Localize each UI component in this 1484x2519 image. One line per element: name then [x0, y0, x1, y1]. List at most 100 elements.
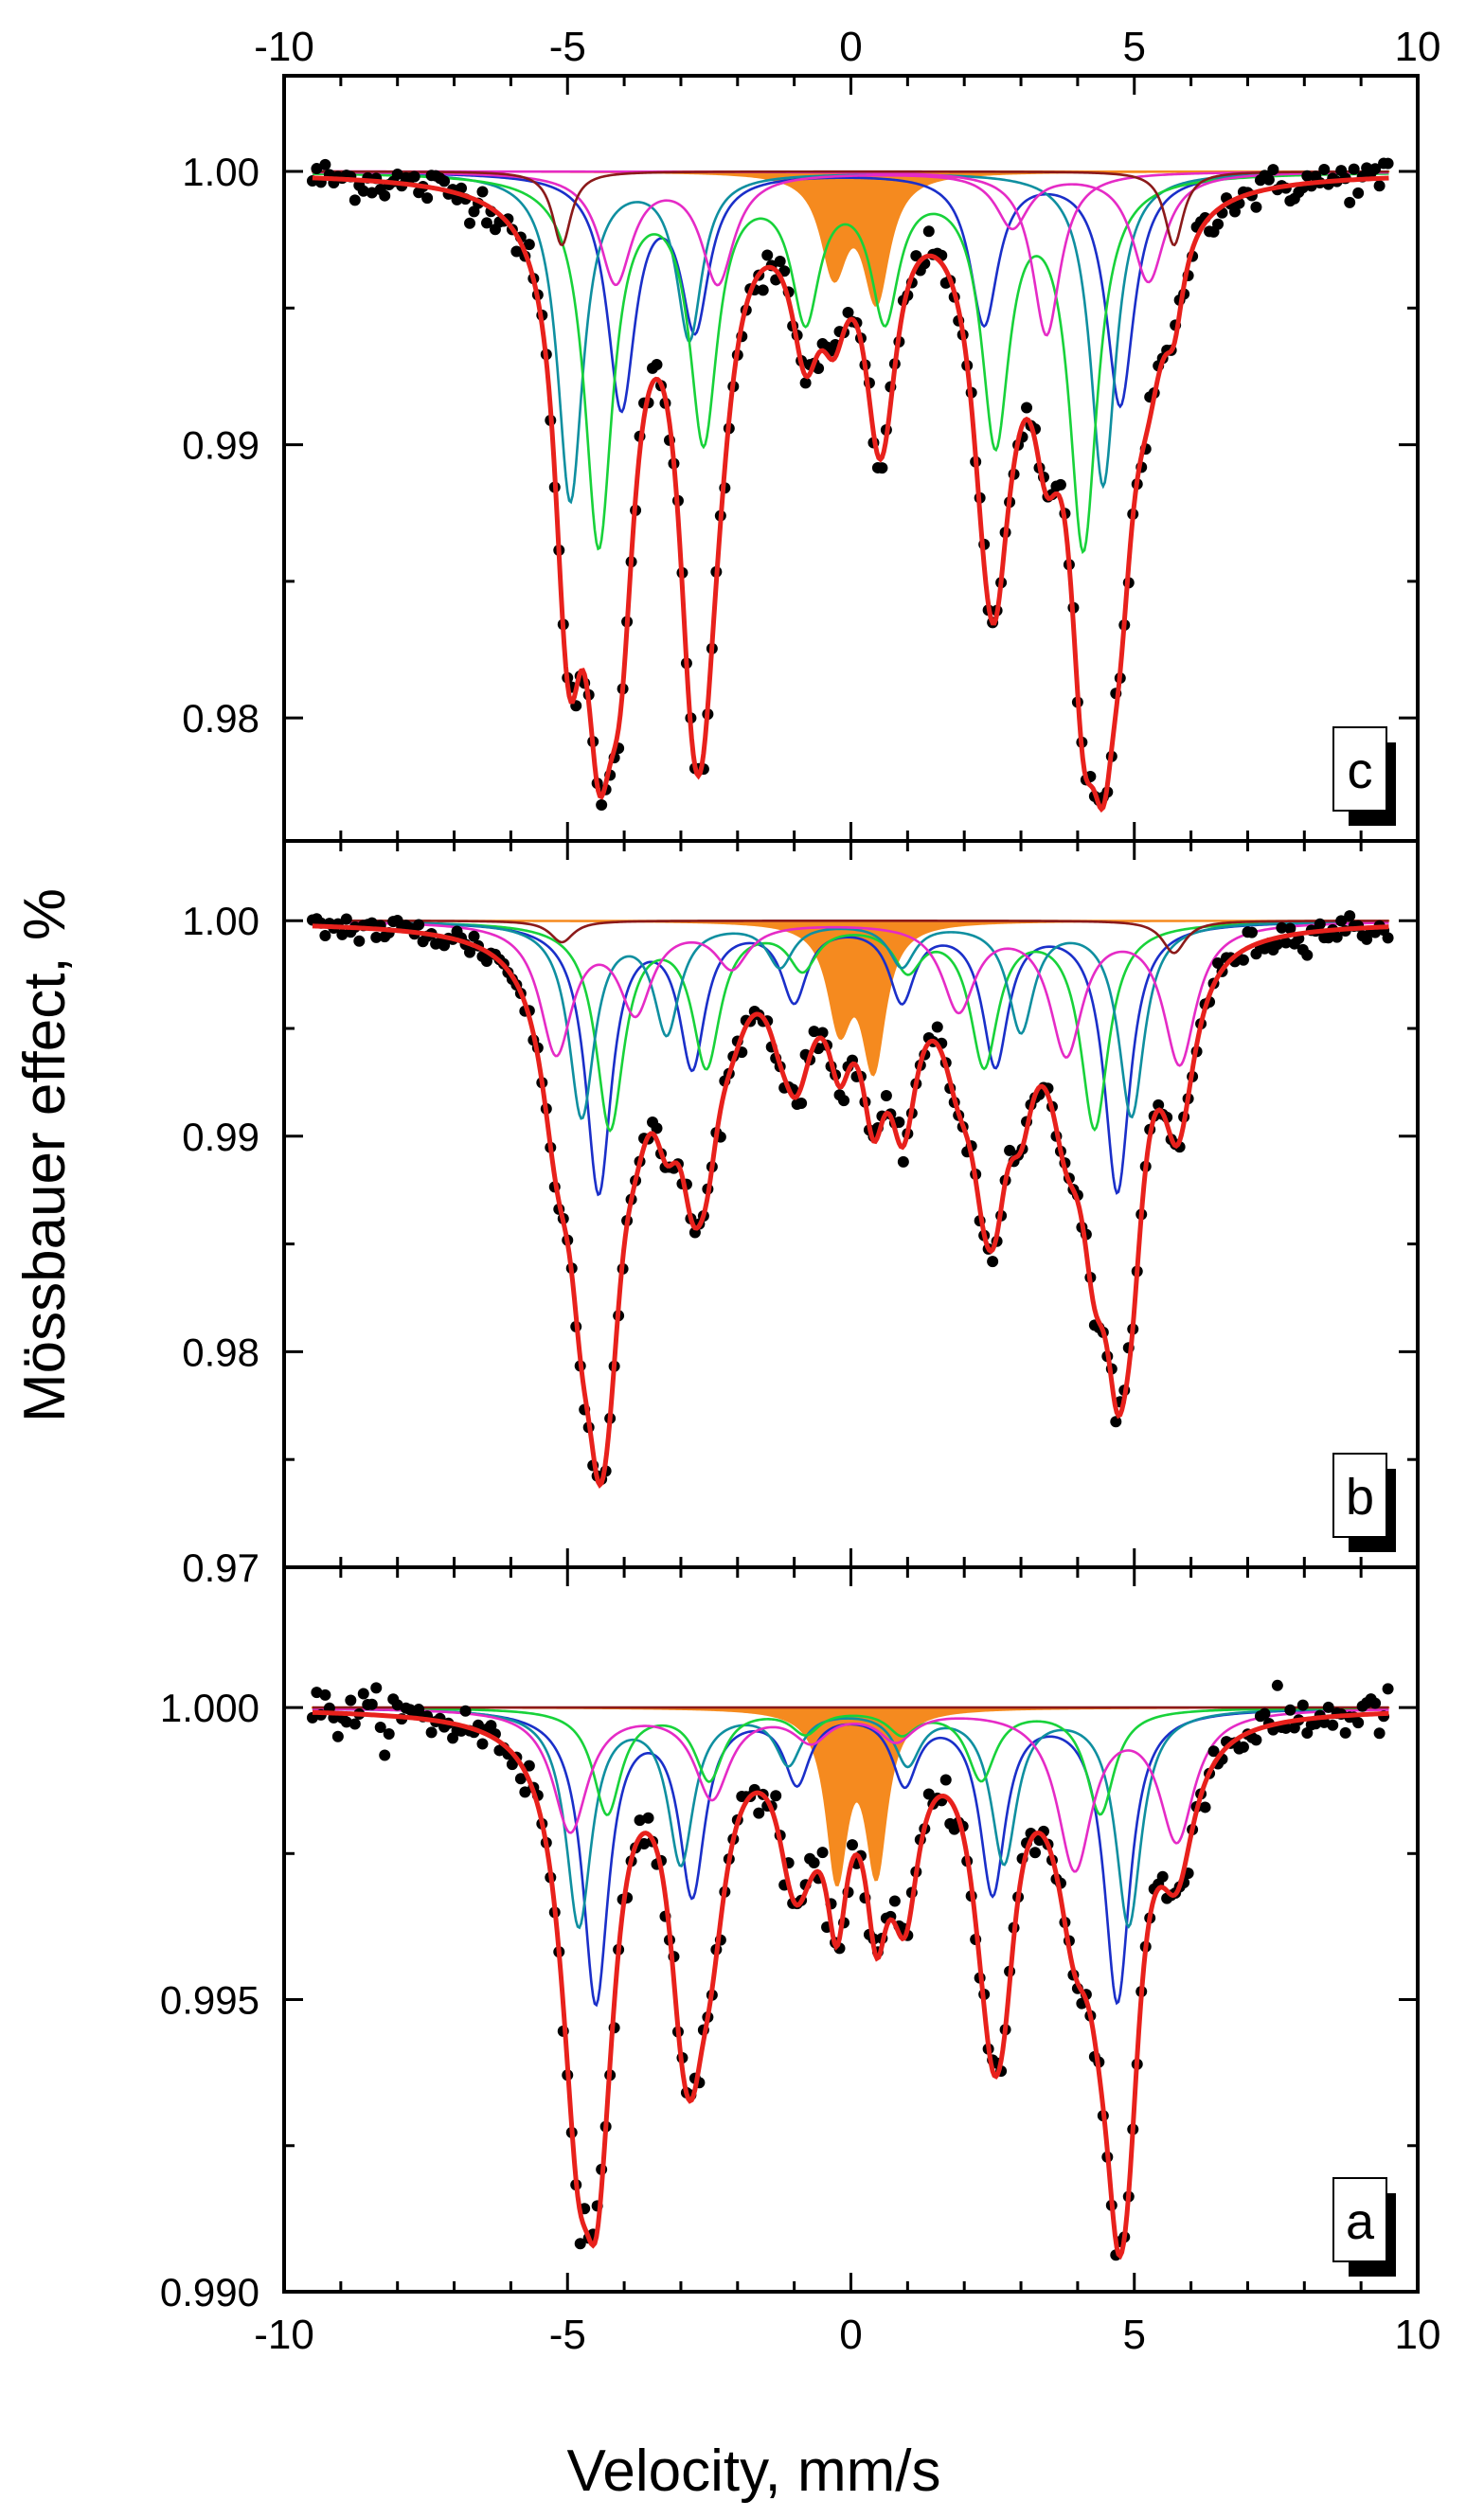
fit-curve-a	[312, 1709, 1389, 2260]
data-point	[893, 1116, 905, 1128]
panel-label-c: c	[1348, 742, 1373, 799]
x-tick-label-top: 0	[839, 24, 862, 70]
panel-label-box	[1332, 1453, 1387, 1538]
data-point	[876, 462, 888, 474]
data-point	[485, 1720, 497, 1732]
data-point	[379, 189, 391, 202]
panel-b: 1.00 0.99 0.98 0.97 b	[182, 839, 1420, 1590]
x-tick-label-bottom: -10	[254, 2312, 314, 2358]
data-point	[1156, 1870, 1169, 1883]
data-point	[1348, 163, 1360, 175]
x-tick-label-top: 10	[1395, 24, 1441, 70]
data-point	[438, 175, 451, 188]
y-tick-label: 0.99	[182, 1115, 259, 1159]
sextet-magenta-c	[312, 170, 1389, 287]
sextet-teal-a	[312, 1707, 1389, 1930]
data-point	[1352, 187, 1365, 199]
data-point	[1284, 922, 1296, 935]
x-axis-bottom: -10 -5 0 5 10	[254, 2312, 1440, 2358]
data-point	[1344, 910, 1356, 922]
y-axis-label: Mössbauer effect, %	[12, 888, 78, 1422]
data-point	[311, 163, 323, 175]
data-point	[370, 931, 383, 943]
data-point	[838, 1095, 850, 1107]
panel-label-b: b	[1346, 1469, 1374, 1526]
data-point	[1318, 163, 1331, 175]
data-point	[1237, 954, 1249, 966]
data-point	[987, 1256, 999, 1268]
data-point	[1237, 1741, 1249, 1753]
data-point	[642, 1812, 654, 1824]
data-point	[1250, 1734, 1262, 1746]
data-point	[939, 1774, 952, 1786]
data-point	[574, 2238, 586, 2250]
y-tick-label: 0.98	[182, 1330, 259, 1374]
data-point	[1314, 918, 1326, 930]
data-point	[425, 1726, 438, 1739]
data-point	[651, 359, 663, 371]
data-point	[370, 1682, 383, 1694]
data-point	[842, 306, 854, 318]
data-point	[451, 193, 463, 205]
data-point	[1331, 931, 1343, 943]
data-point	[1279, 1722, 1292, 1734]
data-point	[922, 225, 935, 238]
data-point	[357, 185, 369, 197]
fit-curve-c	[312, 175, 1389, 813]
data-point	[1327, 1719, 1339, 1731]
data-point	[1373, 1727, 1386, 1740]
data-point	[383, 1727, 395, 1740]
data-point	[514, 1773, 527, 1785]
panels-group: 1.00 0.99 0.98 c 1.00 0.99 0.98 0.97 b 1.000 0.995…	[160, 74, 1420, 2314]
plot-area-c	[306, 157, 1394, 813]
plot-area-b	[306, 910, 1394, 1490]
data-point	[1284, 1704, 1296, 1716]
y-tick-label: 1.00	[182, 150, 259, 194]
data-point	[374, 1722, 386, 1734]
data-point	[1207, 1745, 1220, 1758]
data-point	[468, 930, 480, 942]
y-tick-label: 1.000	[160, 1686, 259, 1730]
data-point	[774, 256, 786, 268]
x-tick-label-top: 5	[1123, 24, 1146, 70]
x-tick-label-bottom: 5	[1123, 2312, 1146, 2358]
data-point	[757, 284, 769, 296]
data-point	[391, 169, 403, 181]
data-point	[340, 1716, 352, 1728]
data-point	[888, 1895, 901, 1907]
x-axis-top: -10 -5 0 5 10	[254, 24, 1440, 70]
data-point	[1369, 163, 1382, 175]
data-point	[1271, 1679, 1283, 1691]
data-point	[1267, 164, 1279, 176]
data-point	[464, 217, 476, 229]
data-point	[808, 1026, 820, 1038]
data-point	[1339, 1726, 1351, 1739]
y-tick-label: 1.00	[182, 899, 259, 943]
data-point	[1373, 180, 1386, 192]
y-tick-label: 0.98	[182, 696, 259, 741]
sextet-green-a	[312, 1706, 1389, 1816]
data-point	[366, 1698, 378, 1710]
sextet-brown-c	[312, 170, 1389, 247]
sextet-green-c	[312, 172, 1389, 555]
data-point	[761, 249, 774, 261]
data-point	[1382, 1683, 1394, 1695]
data-point	[1335, 915, 1348, 927]
data-point	[1344, 196, 1356, 208]
data-point	[1110, 1416, 1122, 1428]
data-point	[796, 1098, 808, 1110]
data-point	[1199, 1801, 1211, 1813]
data-point	[778, 265, 791, 277]
fit-curve-b	[312, 923, 1389, 1490]
data-point	[523, 1760, 535, 1772]
data-point	[753, 1807, 765, 1819]
data-point	[1029, 1847, 1042, 1859]
data-point	[1301, 949, 1314, 961]
data-point	[1259, 1707, 1271, 1720]
data-point	[459, 1705, 472, 1717]
data-point	[1021, 402, 1033, 414]
data-point	[519, 1786, 531, 1798]
data-point	[1296, 1699, 1309, 1711]
data-point	[379, 1749, 391, 1761]
